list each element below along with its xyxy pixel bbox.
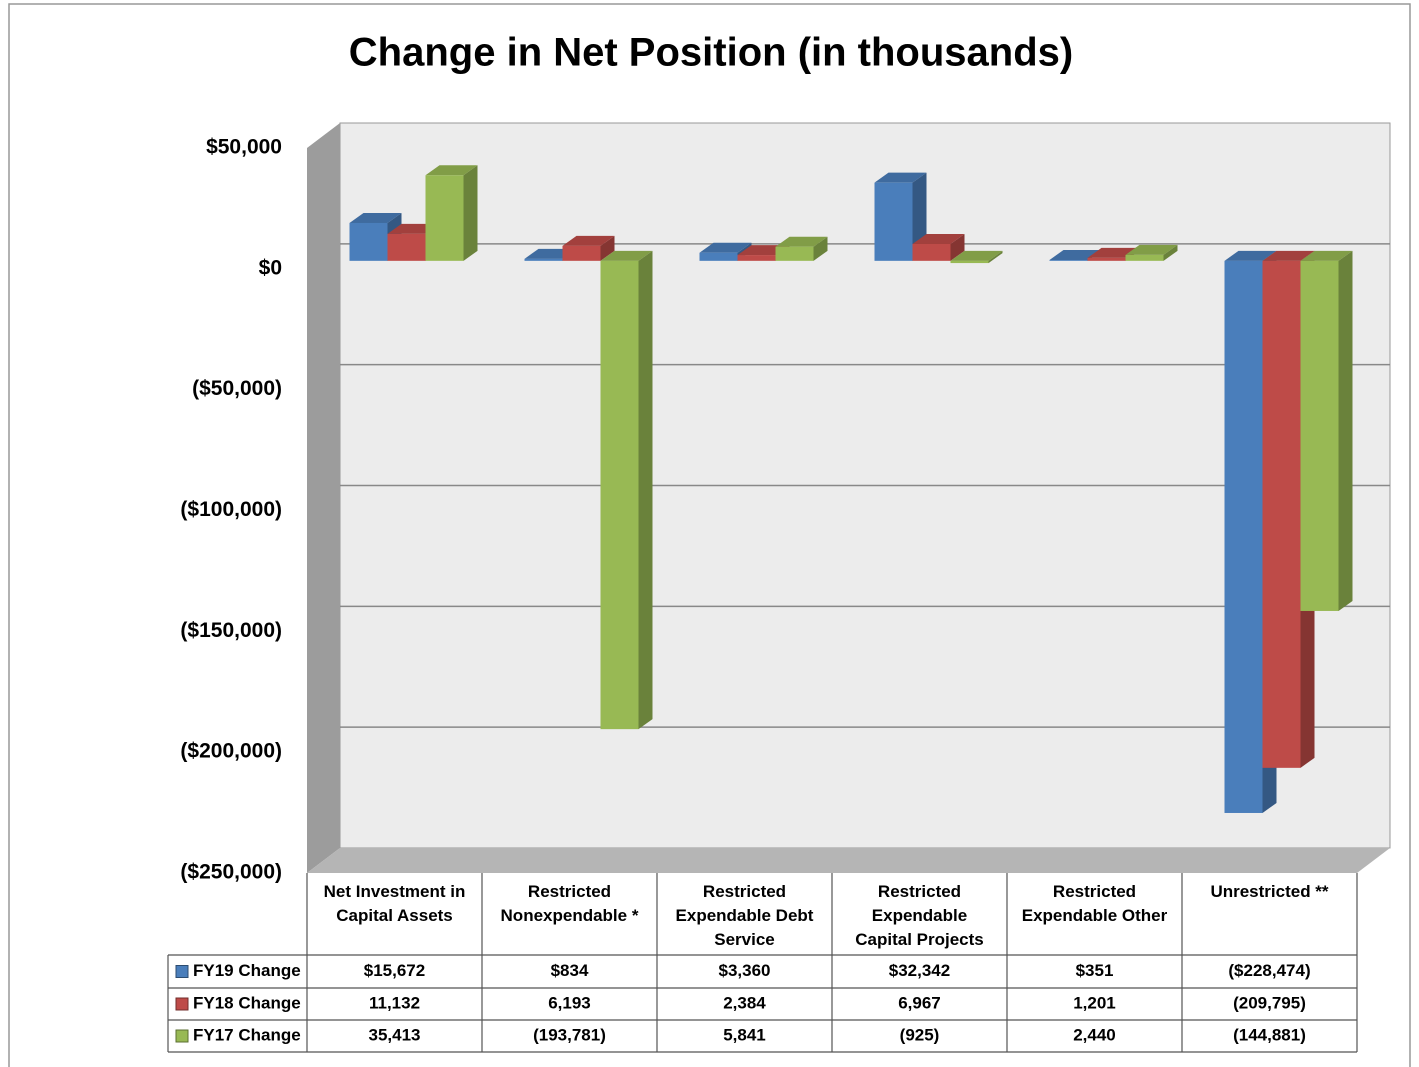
category-label: Restricted Expendable Capital Projects bbox=[855, 882, 984, 949]
bar-top bbox=[699, 242, 752, 253]
frame bbox=[8, 3, 1411, 1067]
bar-side bbox=[988, 250, 1003, 264]
bar-face bbox=[874, 182, 913, 261]
bar-top bbox=[950, 250, 1003, 261]
floor bbox=[307, 848, 1390, 873]
bar-side bbox=[950, 233, 965, 261]
y-tick-label: ($250,000) bbox=[180, 861, 282, 884]
table-value: (925) bbox=[900, 1025, 940, 1044]
bar-top bbox=[600, 250, 653, 261]
table-value: $15,672 bbox=[364, 961, 425, 980]
bar-face bbox=[699, 252, 738, 261]
table-value: (193,781) bbox=[533, 1025, 606, 1044]
table-value: 5,841 bbox=[723, 1025, 766, 1044]
table-value: $32,342 bbox=[889, 961, 950, 980]
table-value: 11,132 bbox=[369, 993, 420, 1012]
legend-swatch bbox=[175, 965, 189, 978]
bar-face bbox=[1125, 254, 1164, 261]
y-tick-label: ($150,000) bbox=[180, 619, 282, 642]
category-label: Restricted Nonexpendable * bbox=[500, 882, 639, 925]
bar-top bbox=[1262, 250, 1315, 261]
bar-side bbox=[813, 236, 828, 261]
bar-face bbox=[912, 243, 951, 261]
bar-face bbox=[600, 260, 639, 730]
bar bbox=[425, 165, 478, 261]
table-value: 6,967 bbox=[898, 993, 941, 1012]
bar-top bbox=[562, 235, 615, 246]
bar bbox=[950, 250, 1003, 264]
bar-top bbox=[1300, 250, 1353, 261]
table-value: (209,795) bbox=[1233, 993, 1306, 1012]
table-value: 6,193 bbox=[548, 993, 591, 1012]
bar bbox=[775, 236, 828, 261]
bar-top bbox=[775, 236, 828, 247]
legend-swatch bbox=[175, 997, 189, 1011]
bar-top bbox=[912, 233, 965, 244]
bar bbox=[1300, 250, 1353, 611]
bar-top bbox=[349, 212, 402, 223]
bar bbox=[600, 250, 653, 730]
bar bbox=[562, 235, 615, 261]
bar-top bbox=[1224, 250, 1277, 261]
bar-face bbox=[524, 258, 563, 261]
bar-face bbox=[1087, 257, 1126, 261]
table-value: $3,360 bbox=[719, 961, 771, 980]
category-label: Restricted Expendable Debt Service bbox=[675, 882, 814, 949]
y-tick-label: ($50,000) bbox=[192, 377, 282, 400]
bar-face bbox=[737, 255, 776, 261]
legend-swatch bbox=[175, 1029, 189, 1043]
chart-title: Change in Net Position (in thousands) bbox=[349, 31, 1073, 75]
bar-top bbox=[874, 172, 927, 183]
bar-face bbox=[1224, 260, 1263, 813]
table-value: 1,201 bbox=[1073, 993, 1116, 1012]
legend-label: FY19 Change bbox=[193, 961, 301, 980]
bar-side bbox=[1338, 250, 1353, 611]
y-tick-label: $0 bbox=[259, 256, 282, 279]
bar-face bbox=[1300, 260, 1339, 611]
bar-face bbox=[1049, 259, 1088, 261]
table-value: (144,881) bbox=[1233, 1025, 1306, 1044]
table-value: 35,413 bbox=[369, 1025, 421, 1044]
table-value: 2,440 bbox=[1073, 1025, 1116, 1044]
legend-label: FY18 Change bbox=[193, 993, 301, 1012]
bar-face bbox=[562, 245, 601, 261]
bar-side bbox=[638, 250, 653, 730]
y-tick-label: ($100,000) bbox=[180, 498, 282, 521]
y-tick-label: $50,000 bbox=[206, 136, 282, 159]
bar-face bbox=[950, 260, 989, 264]
left-wall bbox=[307, 123, 340, 873]
table-value: ($228,474) bbox=[1228, 961, 1310, 980]
y-tick-label: ($200,000) bbox=[180, 740, 282, 763]
bar-face bbox=[387, 233, 426, 261]
bar-side bbox=[600, 235, 615, 261]
bar bbox=[912, 233, 965, 261]
bar-side bbox=[463, 165, 478, 261]
bar-side bbox=[1163, 244, 1178, 261]
table-value: $834 bbox=[551, 961, 589, 980]
bar-face bbox=[425, 175, 464, 261]
bar-top bbox=[425, 165, 478, 176]
table-value: $351 bbox=[1076, 961, 1114, 980]
bar-face bbox=[775, 246, 814, 261]
bar-face bbox=[349, 222, 388, 261]
category-label: Restricted Expendable Other bbox=[1021, 882, 1168, 925]
legend-label: FY17 Change bbox=[193, 1025, 301, 1044]
bar-face bbox=[1262, 260, 1301, 768]
category-label: Unrestricted ** bbox=[1210, 882, 1329, 901]
bar bbox=[1125, 244, 1178, 261]
table-value: 2,384 bbox=[723, 993, 766, 1012]
category-label: Net Investment in Capital Assets bbox=[323, 882, 466, 925]
bar-top bbox=[1125, 244, 1178, 255]
